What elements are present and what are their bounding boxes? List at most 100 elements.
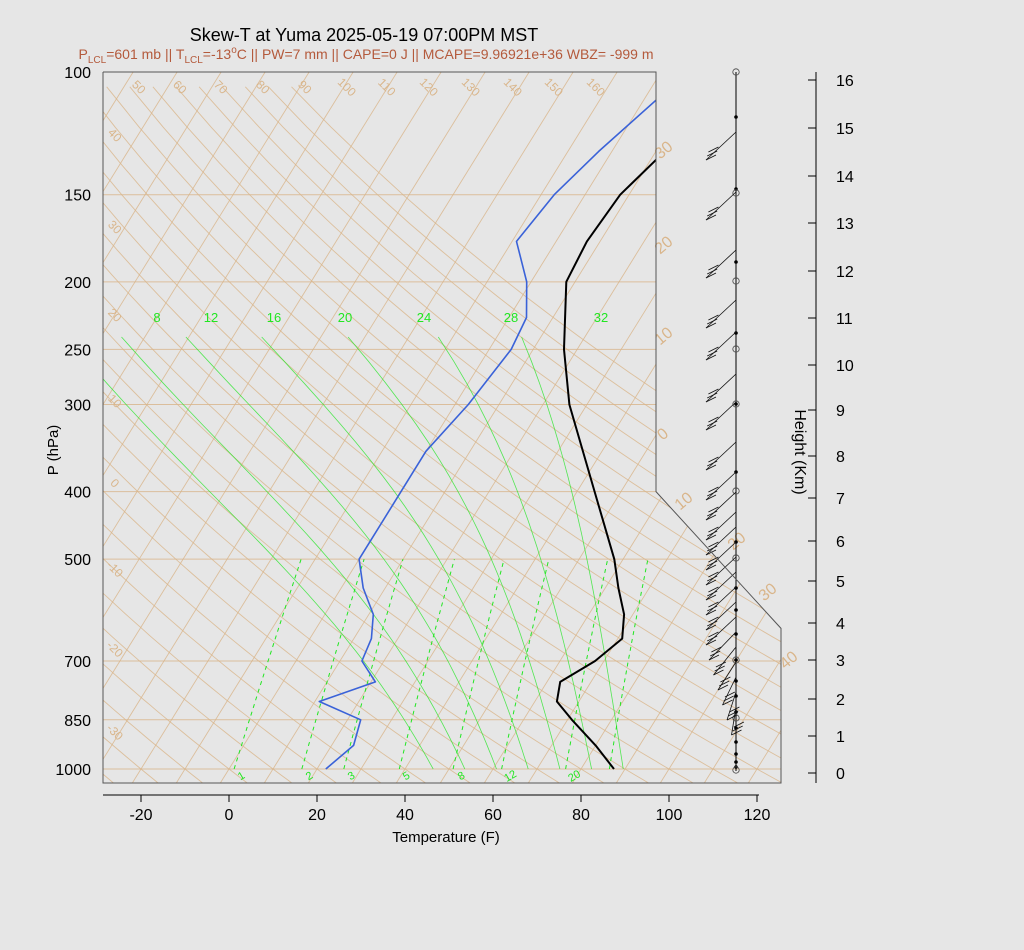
mixing-ratio-label: 1: [236, 770, 247, 783]
wind-barb-flag: [708, 586, 719, 593]
mixing-ratio-line: [565, 559, 609, 770]
wind-barb-flag: [708, 416, 719, 423]
wind-barb-flag: [705, 396, 717, 403]
wind-level-dot: [734, 740, 738, 744]
isotherm-line: [103, 72, 374, 783]
wind-level-marker: [732, 189, 740, 197]
dry-adiabat-line: [198, 86, 781, 783]
plot-frame: [102, 71, 782, 784]
dry-adiabat-line: [103, 86, 294, 783]
x-tick-label: 40: [396, 807, 414, 824]
wind-barbs: [705, 68, 745, 774]
wind-barb-flag: [728, 710, 739, 717]
wind-barb-flag: [708, 346, 719, 353]
wind-level-dot: [734, 608, 738, 612]
mixing-ratio-label: 28: [504, 310, 518, 325]
wind-barb-flag: [707, 318, 718, 325]
isotherm-label: 130: [459, 75, 483, 99]
wind-barb-flag: [705, 564, 717, 571]
isotherm-line: [103, 72, 418, 783]
isotherm-line: [924, 40, 1024, 784]
isotherm-line: [0, 40, 65, 784]
wind-barb-flag: [705, 534, 717, 541]
mixing-ratio-label: 8: [456, 770, 467, 783]
wind-barb: [705, 541, 737, 571]
wind-barb-flag: [705, 514, 717, 521]
wind-barb-flag: [717, 684, 729, 691]
dry-adiabat-line: [291, 86, 781, 783]
wind-barb-flag: [705, 464, 717, 471]
wind-barb-flag: [705, 594, 717, 601]
wind-barb-flag: [722, 699, 733, 706]
moist-adiabat-line: [185, 336, 497, 770]
mixing-ratio-line: [452, 559, 505, 770]
dry-adiabat-line: [103, 86, 695, 783]
isotherm-label: 30: [105, 217, 125, 237]
dry-adiabat-line: [103, 86, 606, 783]
wind-barb: [705, 511, 737, 541]
isotherm-label: 80: [253, 77, 273, 97]
dry-adiabat-line: [175, 86, 781, 783]
wind-barb-flag: [731, 729, 742, 736]
mixing-ratio-label: 8: [153, 310, 160, 325]
wind-barb-flag: [705, 579, 717, 586]
wind-barb-flag: [708, 616, 719, 623]
height-tick-label: 8: [836, 449, 845, 466]
dry-adiabat-line: [103, 86, 472, 783]
wind-barb: [705, 373, 737, 403]
wind-level-dot: [734, 260, 738, 264]
pressure-tick-label: 500: [64, 552, 91, 569]
isotherm-line: [103, 72, 110, 783]
dry-adiabat-line: [103, 86, 781, 783]
wind-barb-flag: [729, 706, 740, 713]
isotherm-line: [103, 72, 550, 783]
wind-barb-flag: [724, 691, 736, 698]
isotherm-line: [103, 72, 330, 783]
dry-adiabat-line: [106, 86, 781, 783]
wind-barb: [705, 471, 737, 501]
wind-barb-flag: [708, 206, 719, 213]
mixing-ratio-label: 12: [204, 310, 218, 325]
adiabat-label: 0: [654, 425, 672, 444]
wind-barb-flag: [723, 695, 734, 702]
dewpoint-profile: [318, 72, 689, 770]
wind-level-dot: [734, 752, 738, 756]
moist-adiabat-line: [103, 336, 434, 770]
temperature-profile: [555, 72, 759, 770]
wind-barb-flag: [705, 639, 717, 646]
dry-adiabat-line: [103, 86, 781, 783]
x-tick-label: 60: [484, 807, 502, 824]
moist-adiabat-line: [261, 336, 529, 770]
isotherm-label: 50: [129, 77, 149, 97]
y-axis-label: P (hPa): [45, 425, 62, 476]
dry-adiabat-line: [268, 86, 781, 783]
wind-barb-flag: [708, 571, 719, 578]
sounding-profiles: [318, 72, 759, 770]
wind-barb-flag: [720, 676, 731, 683]
wind-barb-flag: [707, 460, 718, 467]
wind-barb: [705, 299, 737, 329]
dry-adiabat-line: [103, 86, 781, 783]
wind-barb-flag: [711, 646, 722, 653]
wind-barb: [713, 646, 737, 676]
moist-adiabat-line: [437, 336, 592, 770]
wind-barb-flag: [708, 654, 720, 661]
isotherm-line: [103, 72, 462, 783]
wind-barb-flag: [707, 510, 718, 517]
isotherm-line: [263, 72, 726, 783]
wind-level-marker: [732, 400, 740, 408]
wind-barb: [705, 616, 737, 646]
wind-barb-flag: [713, 669, 724, 676]
isotherm-label: 20: [105, 305, 125, 325]
isotherm-line: [351, 72, 781, 783]
wind-barb-flag: [707, 620, 718, 627]
pressure-tick-label: 1000: [55, 762, 91, 779]
isotherm-line: [103, 72, 242, 783]
height-tick-label: 11: [836, 311, 853, 328]
isotherm-line: [1012, 40, 1024, 784]
moist-adiabat-line: [121, 336, 466, 770]
mixing-ratio-label: 2: [304, 770, 315, 783]
wind-barb: [726, 691, 737, 721]
